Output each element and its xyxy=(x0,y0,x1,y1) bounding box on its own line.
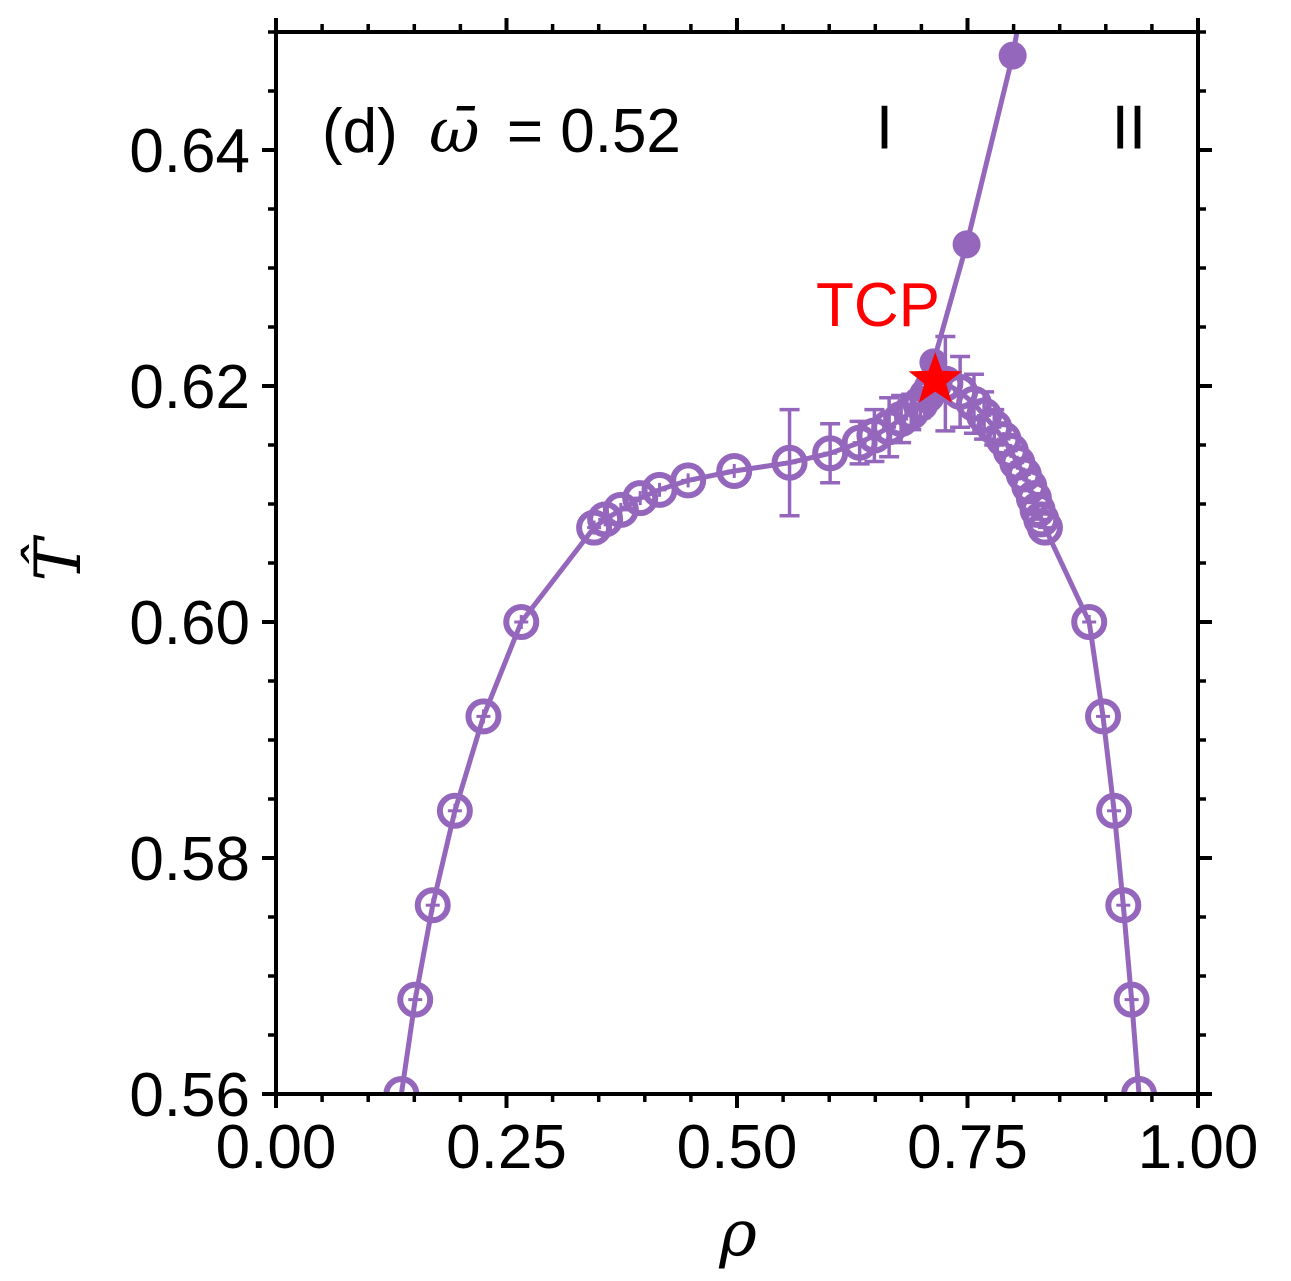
region-label: I xyxy=(876,93,893,162)
region-labels: I II xyxy=(876,93,1146,162)
point-ring xyxy=(1071,604,1108,640)
point-ring xyxy=(1026,509,1063,546)
point-coexistence-high-density-14 xyxy=(1071,604,1108,640)
point-coexistence-high-density-17 xyxy=(1105,887,1142,924)
region-label: II xyxy=(1112,93,1146,162)
panel-label: (d) xyxy=(322,97,398,166)
point-ring xyxy=(716,452,753,489)
parameter-value: = 0.52 xyxy=(507,97,681,166)
point-lambda-line-1 xyxy=(952,230,981,259)
y-tick-label: 0.56 xyxy=(129,1061,250,1130)
x-tick-label: 0.25 xyxy=(446,1113,567,1182)
data-layer xyxy=(383,30,1157,1095)
point-coexistence-low-density-5 xyxy=(503,604,540,640)
x-tick-label: 0.50 xyxy=(677,1113,798,1182)
point-ring xyxy=(1105,887,1142,924)
x-tick-label: 1.00 xyxy=(1138,1113,1259,1182)
panel-annotation: (d) ω̄ = 0.52 xyxy=(322,94,681,167)
x-tick-label: 0.75 xyxy=(907,1113,1028,1182)
point-coexistence-low-density-13 xyxy=(771,444,808,481)
point-coexistence-high-density-13 xyxy=(1026,509,1063,546)
point-ring xyxy=(397,981,434,1018)
y-tick-label: 0.60 xyxy=(129,589,250,658)
series-line-lambda-line xyxy=(930,30,1020,364)
point-ring xyxy=(1096,792,1133,829)
y-tick-label: 0.58 xyxy=(129,825,250,894)
x-axis-label: ρ xyxy=(718,1197,757,1271)
tcp-label: TCP xyxy=(816,271,940,340)
axis-ticks xyxy=(262,18,1212,1108)
point-coexistence-low-density-4 xyxy=(465,698,502,735)
point-coexistence-low-density-3 xyxy=(436,792,473,829)
point-ring xyxy=(670,462,707,499)
point-lambda-line-2 xyxy=(998,41,1027,70)
x-tick-label: 0.00 xyxy=(216,1113,337,1182)
svg-text:(d) ω̄ = 0.52: (d) ω̄ = 0.52 xyxy=(322,94,681,167)
y-tick-label: 0.64 xyxy=(129,117,250,186)
series-lines xyxy=(398,30,1142,1095)
point-ring xyxy=(771,444,808,481)
point-coexistence-low-density-2 xyxy=(414,887,451,924)
point-coexistence-low-density-12 xyxy=(716,452,753,489)
point-ring xyxy=(1085,698,1122,735)
point-ring xyxy=(436,792,473,829)
point-coexistence-low-density-1 xyxy=(397,981,434,1018)
tcp-marker-group xyxy=(908,352,962,403)
point-coexistence-high-density-16 xyxy=(1096,792,1133,829)
y-tick-labels: 0.56 0.58 0.60 0.62 0.64 xyxy=(129,117,250,1130)
y-tick-label: 0.62 xyxy=(129,353,250,422)
point-ring xyxy=(414,887,451,924)
y-axis-label: T̂ xyxy=(21,534,96,581)
data-markers xyxy=(383,41,1157,1095)
point-coexistence-high-density-18 xyxy=(1113,981,1150,1018)
parameter-symbol: ω̄ xyxy=(429,94,480,167)
point-coexistence-high-density-15 xyxy=(1085,698,1122,735)
x-tick-labels: 0.00 0.25 0.50 0.75 1.00 xyxy=(216,1113,1259,1182)
point-ring xyxy=(1113,981,1150,1018)
point-ring xyxy=(622,480,659,517)
point-ring xyxy=(503,604,540,640)
point-coexistence-low-density-11 xyxy=(670,462,707,499)
series-line-coexistence-low-density xyxy=(398,382,937,1095)
tcp-star-icon xyxy=(908,352,962,403)
point-ring xyxy=(465,698,502,735)
